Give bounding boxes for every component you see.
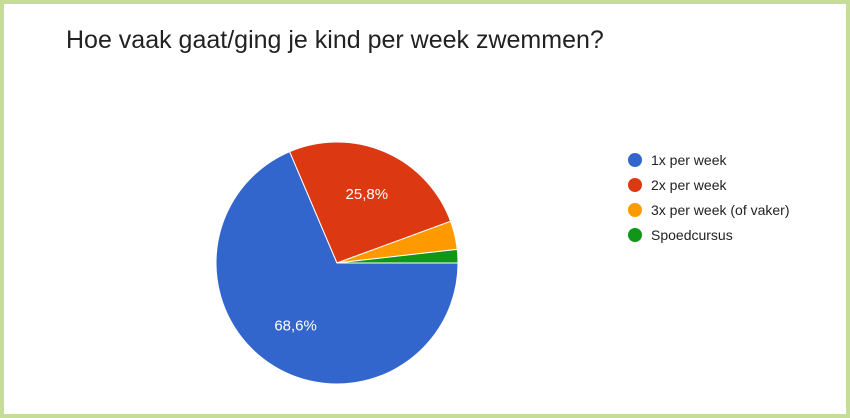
legend-item-spoedcursus[interactable]: Spoedcursus <box>628 222 790 247</box>
legend-swatch <box>628 177 642 192</box>
legend-swatch <box>628 202 642 217</box>
slice-value-label: 68,6% <box>274 318 317 335</box>
legend-swatch <box>628 152 642 167</box>
pie-slice-2x-per-week[interactable] <box>288 141 452 264</box>
legend-item-1x-per-week[interactable]: 1x per week <box>628 147 790 172</box>
legend-item-3x-per-week[interactable]: 3x per week (of vaker) <box>628 197 790 222</box>
chart-legend: 1x per week 2x per week 3x per week (of … <box>628 147 790 247</box>
legend-label: 2x per week <box>651 176 727 193</box>
pie-slice-1x-per-week[interactable] <box>215 150 459 385</box>
pie-chart: 68,6% 25,8% <box>215 141 459 385</box>
legend-label: 1x per week <box>651 151 727 168</box>
pie-slice-spoedcursus[interactable] <box>336 248 459 264</box>
slice-value-label: 25,8% <box>346 186 389 203</box>
legend-label: Spoedcursus <box>651 226 733 243</box>
chart-title: Hoe vaak gaat/ging je kind per week zwem… <box>66 26 604 54</box>
legend-label: 3x per week (of vaker) <box>651 201 790 218</box>
legend-item-2x-per-week[interactable]: 2x per week <box>628 172 790 197</box>
legend-swatch <box>628 227 642 242</box>
